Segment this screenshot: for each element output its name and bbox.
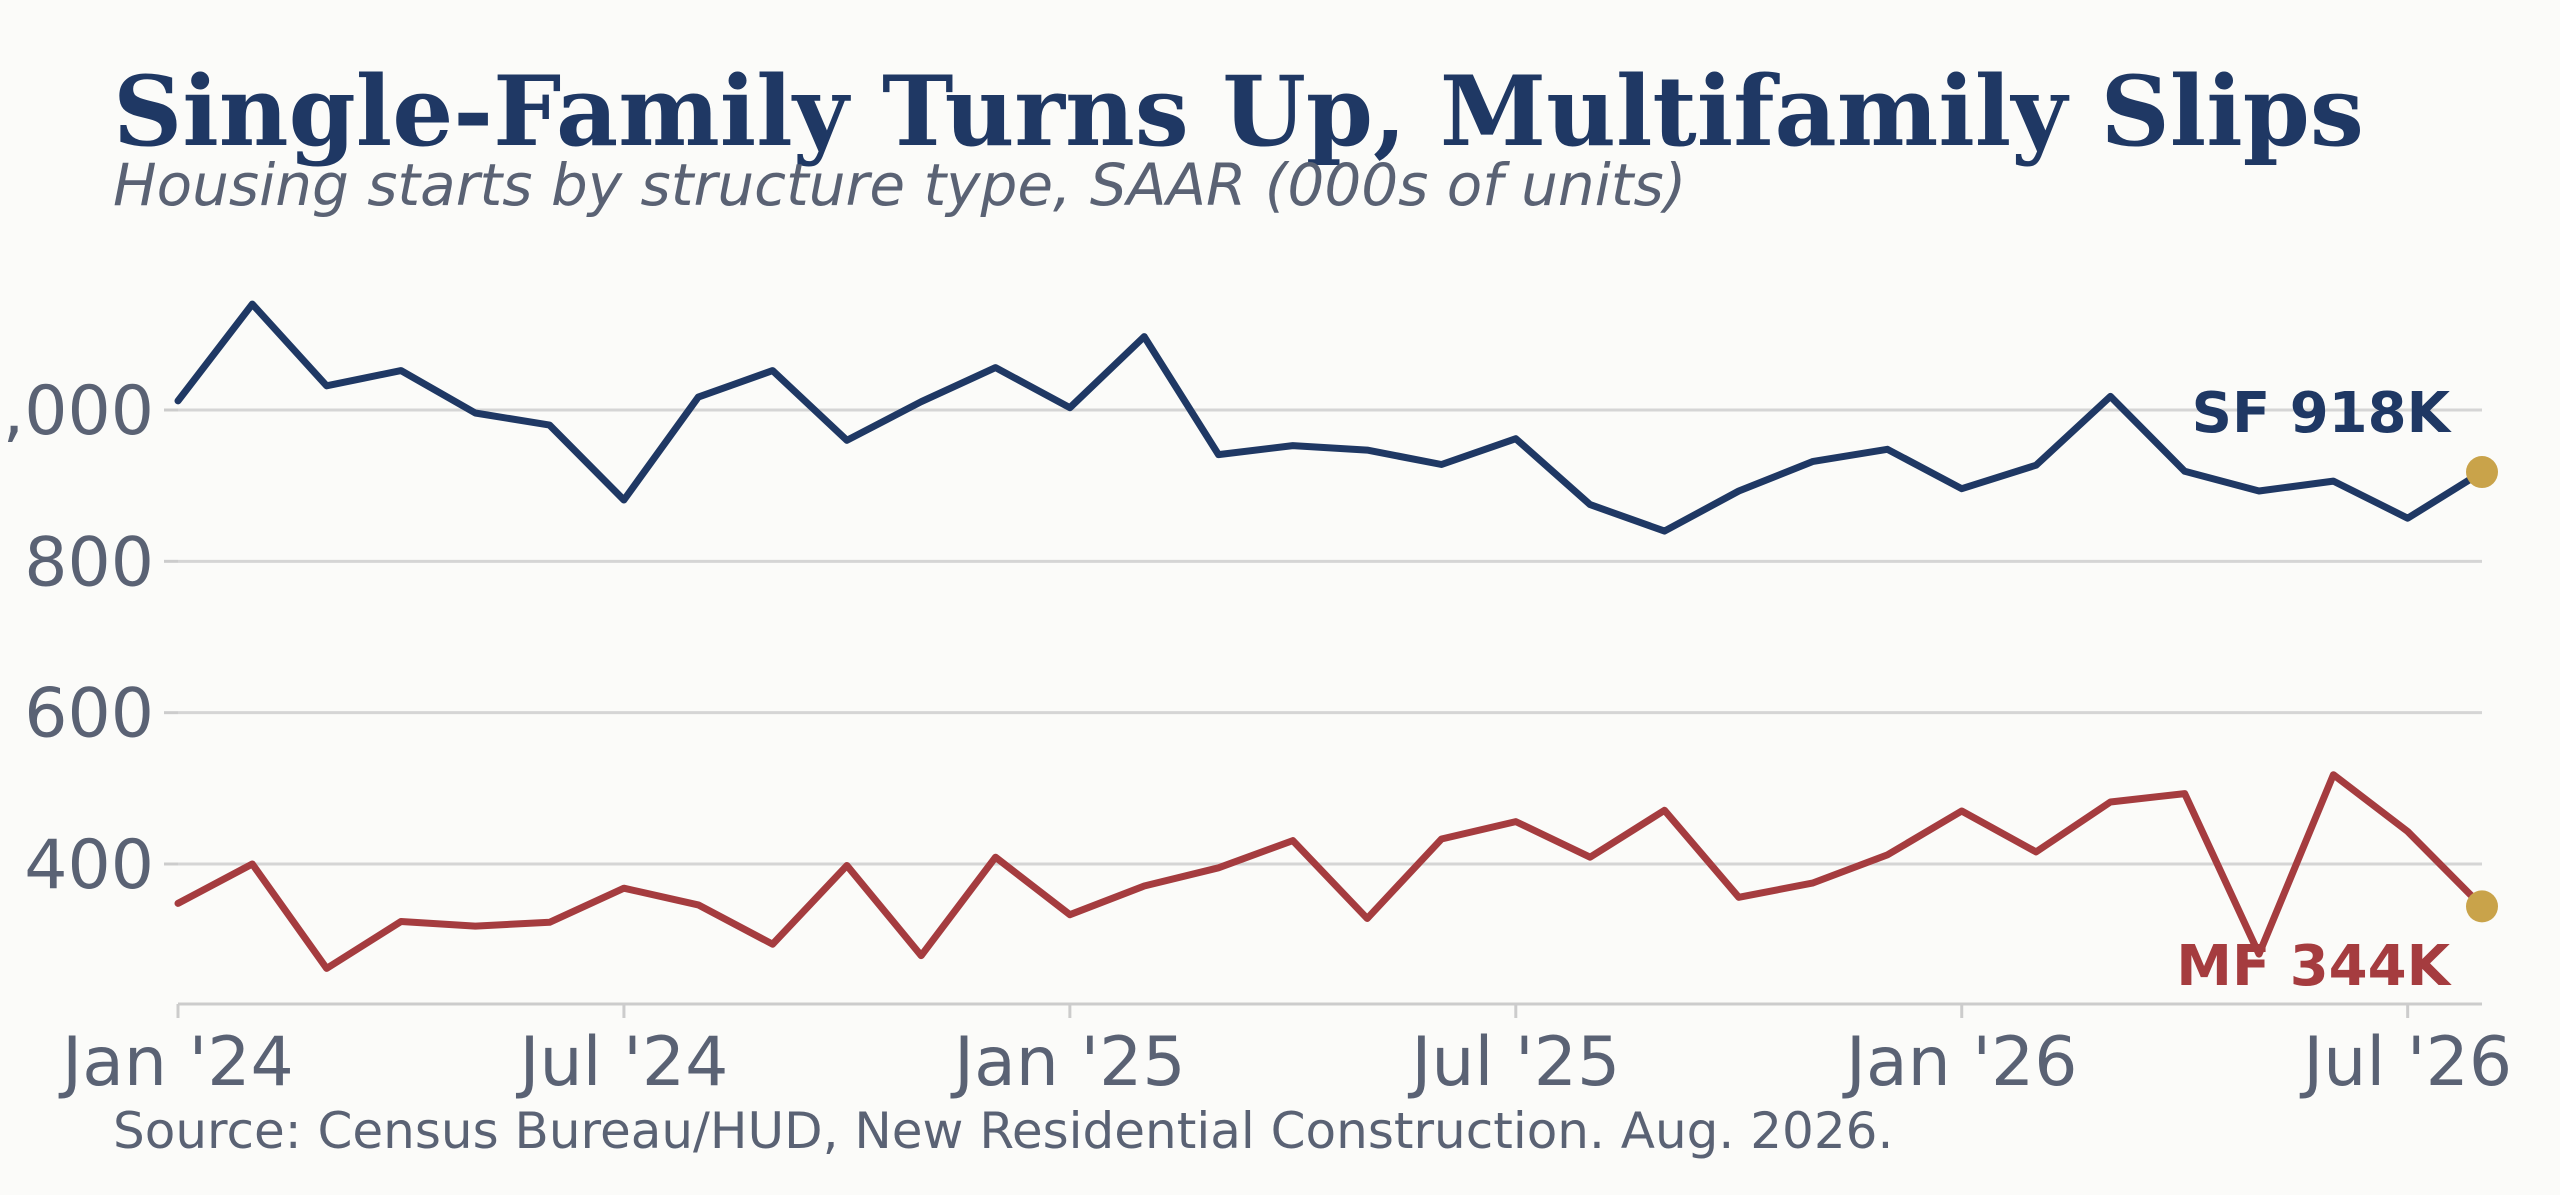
y-tick-label: 1,000 [0, 372, 154, 451]
source-note: Source: Census Bureau/HUD, New Residenti… [113, 1102, 1893, 1160]
x-tick-label: Jul '24 [515, 1023, 728, 1102]
x-tick-label: Jan '26 [1842, 1023, 2078, 1102]
x-tick-label: Jul '26 [2299, 1023, 2512, 1102]
y-tick-label: 600 [24, 675, 154, 754]
end-label-sf: SF 918K [2192, 381, 2453, 446]
y-axis: 400 600 800 1,000 [0, 372, 178, 905]
series-line-sf [174, 300, 2486, 535]
y-tick-label: 800 [24, 523, 154, 602]
x-tick-label: Jul '25 [1407, 1023, 1620, 1102]
chart-subtitle: Housing starts by structure type, SAAR (… [113, 151, 1686, 219]
chart-title: Single-Family Turns Up, Multifamily Slip… [113, 55, 2364, 168]
x-tick-label: Jan '25 [950, 1023, 1186, 1102]
end-label-layer: SF 918K MF 344K [2176, 381, 2452, 999]
x-tick-label: Jan '24 [58, 1023, 294, 1102]
y-tick-label: 400 [24, 826, 154, 905]
series-layer [174, 300, 2498, 972]
end-marker-sf [2466, 456, 2498, 489]
series-line-mf [174, 771, 2486, 972]
end-label-mf: MF 344K [2176, 934, 2452, 999]
x-axis: Jan '24 Jul '24 Jan '25 Jul '25 Jan '26 Jul '… [58, 1002, 2512, 1102]
grid-layer [178, 408, 2482, 866]
end-marker-mf [2466, 890, 2498, 923]
